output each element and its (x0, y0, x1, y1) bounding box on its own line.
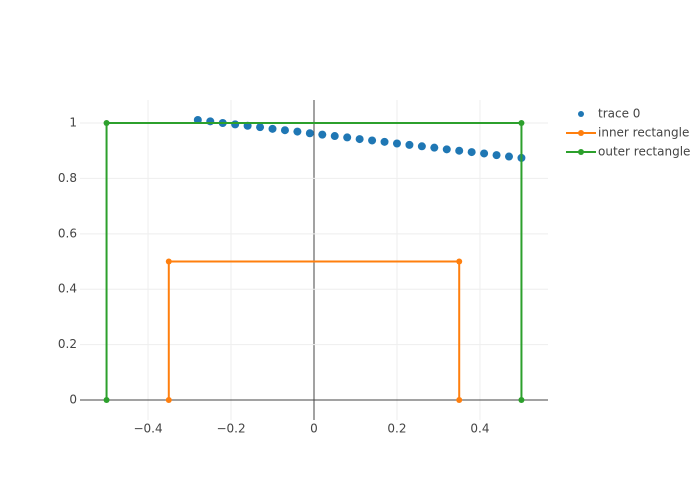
x-tick-label: −0.4 (133, 422, 162, 436)
marker (480, 149, 489, 158)
legend-label: trace 0 (598, 107, 640, 121)
marker (256, 123, 265, 132)
marker (456, 258, 463, 265)
marker (417, 142, 426, 151)
marker (206, 117, 215, 126)
x-tick-label: 0.4 (470, 422, 489, 436)
marker (518, 397, 525, 404)
legend-marker (578, 149, 584, 155)
marker (103, 397, 110, 404)
marker (442, 145, 451, 154)
x-tick-label: −0.2 (216, 422, 245, 436)
series-line (105, 121, 523, 401)
marker (368, 136, 377, 145)
x-tick-label: 0.2 (387, 422, 406, 436)
marker (456, 397, 463, 404)
x-tick-label: 0 (310, 422, 318, 436)
marker (455, 146, 464, 155)
y-tick-label: 0.6 (58, 226, 77, 240)
marker (193, 115, 202, 124)
marker (318, 130, 327, 139)
marker (330, 132, 339, 141)
marker (355, 135, 364, 144)
marker (380, 137, 389, 146)
marker (492, 151, 501, 160)
marker (268, 124, 277, 133)
legend-label: outer rectangle (598, 145, 690, 159)
marker (467, 148, 476, 157)
marker (405, 140, 414, 149)
marker (103, 119, 110, 126)
marker (280, 126, 289, 135)
y-tick-label: 0.4 (58, 282, 77, 296)
marker (165, 397, 172, 404)
y-tick-label: 0 (69, 393, 77, 407)
marker (343, 133, 352, 142)
marker (392, 139, 401, 148)
legend-marker (578, 111, 584, 117)
marker (231, 120, 240, 129)
marker (305, 129, 314, 138)
legend-marker (578, 130, 584, 136)
marker (165, 258, 172, 265)
y-tick-label: 0.2 (58, 337, 77, 351)
y-tick-label: 0.8 (58, 171, 77, 185)
series-line (167, 260, 461, 401)
y-tick-label: 1 (69, 115, 77, 129)
marker (505, 152, 513, 161)
marker (518, 119, 525, 126)
marker (293, 127, 302, 136)
marker (430, 143, 439, 152)
legend-label: inner rectangle (598, 126, 689, 140)
